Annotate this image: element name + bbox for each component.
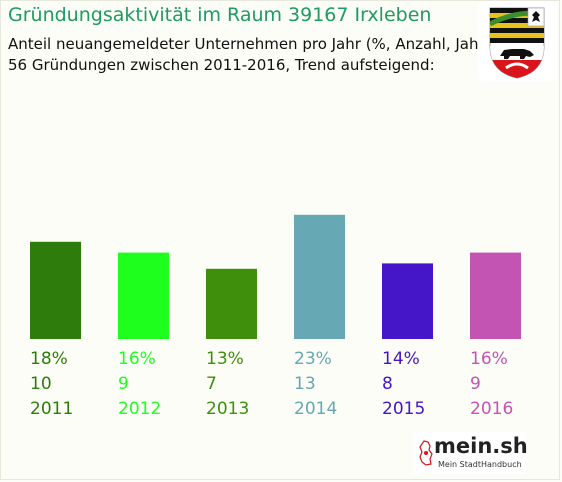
- chart-title: Gründungsaktivität im Raum 39167 Irxlebe…: [8, 4, 432, 26]
- percent-label-2014: 23%: [294, 349, 332, 369]
- count-label-2014: 13: [294, 374, 316, 394]
- count-label-2016: 9: [470, 374, 481, 394]
- bar-2013: [206, 268, 257, 339]
- coat-of-arms-icon: [478, 2, 557, 81]
- percent-label-2011: 18%: [30, 349, 68, 369]
- count-label-2013: 7: [206, 374, 217, 394]
- germany-map-icon: [419, 440, 433, 466]
- year-label-2011: 2011: [30, 399, 73, 419]
- count-label-2011: 10: [30, 374, 52, 394]
- bar-2016: [470, 252, 521, 339]
- bar-2011: [30, 241, 81, 339]
- year-label-2014: 2014: [294, 399, 337, 419]
- bar-2012: [118, 252, 169, 339]
- year-label-2015: 2015: [382, 399, 425, 419]
- logo-subtext: Mein StadtHandbuch: [438, 460, 522, 469]
- percent-label-2015: 14%: [382, 349, 420, 369]
- percent-label-2013: 13%: [206, 349, 244, 369]
- year-label-2013: 2013: [206, 399, 249, 419]
- chart-subtitle: Anteil neuangemeldeter Unternehmen pro J…: [8, 35, 491, 53]
- percent-label-2012: 16%: [118, 349, 156, 369]
- count-label-2012: 9: [118, 374, 129, 394]
- percent-label-2016: 16%: [470, 349, 508, 369]
- chart-summary: 56 Gründungen zwischen 2011-2016, Trend …: [8, 56, 435, 74]
- year-label-2012: 2012: [118, 399, 161, 419]
- mein-sh-logo[interactable]: mein.sh Mein StadtHandbuch: [414, 432, 528, 474]
- logo-text: mein.sh: [434, 434, 528, 458]
- count-label-2015: 8: [382, 374, 393, 394]
- year-label-2016: 2016: [470, 399, 513, 419]
- bar-2015: [382, 263, 433, 339]
- bar-2014: [294, 214, 345, 339]
